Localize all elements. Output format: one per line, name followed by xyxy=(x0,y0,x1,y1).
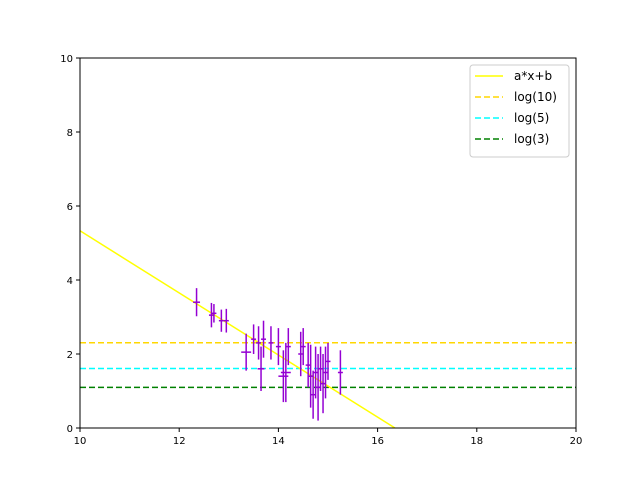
plot-area xyxy=(80,230,576,428)
errorbar-point-1 xyxy=(208,302,214,328)
errorbar-point-7 xyxy=(256,326,262,360)
axes-frame xyxy=(79,57,577,429)
x-tick-label: 14 xyxy=(272,436,285,447)
x-tick-label: 20 xyxy=(570,436,583,447)
errorbar-point-15 xyxy=(298,331,304,377)
y-tick-label: 10 xyxy=(60,54,73,65)
legend-entry-3: log(3) xyxy=(475,132,549,146)
x-tick-label: 16 xyxy=(371,436,384,447)
x-tick-label: 10 xyxy=(74,436,87,447)
errorbar-point-5 xyxy=(241,333,252,371)
errorbar-point-6 xyxy=(251,324,257,354)
legend-box xyxy=(469,64,570,158)
errorbar-point-10 xyxy=(268,326,274,360)
legend-label: log(5) xyxy=(514,111,549,125)
fit-line xyxy=(80,230,396,428)
errorbar-point-25 xyxy=(325,342,331,380)
y-axis: 0 2 4 6 8 10 xyxy=(60,54,80,435)
errorbar-point-26 xyxy=(337,350,343,395)
errorbar-point-14 xyxy=(285,328,291,366)
y-tick-label: 6 xyxy=(67,202,73,213)
y-tick-label: 4 xyxy=(67,276,73,287)
errorbar-point-19 xyxy=(310,370,316,419)
legend: a*x+b log(10) log(5) log(3) xyxy=(469,64,570,158)
errorbar-point-16 xyxy=(300,328,306,366)
errorbar-point-17 xyxy=(305,342,311,388)
x-tick-label: 18 xyxy=(470,436,483,447)
x-axis: 10 12 14 16 18 20 xyxy=(74,428,583,447)
legend-entry-0: a*x+b xyxy=(475,69,552,83)
errorbar-point-24 xyxy=(323,346,328,399)
legend-entry-2: log(5) xyxy=(475,111,549,125)
y-tick-label: 2 xyxy=(67,350,73,361)
errorbar-point-0 xyxy=(193,288,201,317)
legend-label: log(3) xyxy=(514,132,549,146)
errorbar-point-20 xyxy=(313,346,319,399)
x-tick-label: 12 xyxy=(173,436,186,447)
errorbar-point-23 xyxy=(320,354,326,414)
errorbar-point-21 xyxy=(315,354,321,421)
errorbar-point-11 xyxy=(275,328,281,366)
errorbar-point-9 xyxy=(261,320,266,358)
legend-label: a*x+b xyxy=(514,69,552,83)
errorbar-point-3 xyxy=(218,309,224,332)
legend-label: log(10) xyxy=(514,90,557,104)
errorbar-points xyxy=(193,288,343,421)
errorbar-point-4 xyxy=(223,308,229,333)
y-tick-label: 8 xyxy=(67,128,73,139)
errorbar-point-8 xyxy=(257,346,265,391)
errorbar-point-13 xyxy=(280,342,291,403)
errorbar-point-2 xyxy=(211,304,217,323)
errorbar-point-12 xyxy=(278,350,289,403)
errorbar-point-18 xyxy=(308,344,314,408)
legend-entry-1: log(10) xyxy=(475,90,557,104)
y-tick-label: 0 xyxy=(67,424,73,435)
